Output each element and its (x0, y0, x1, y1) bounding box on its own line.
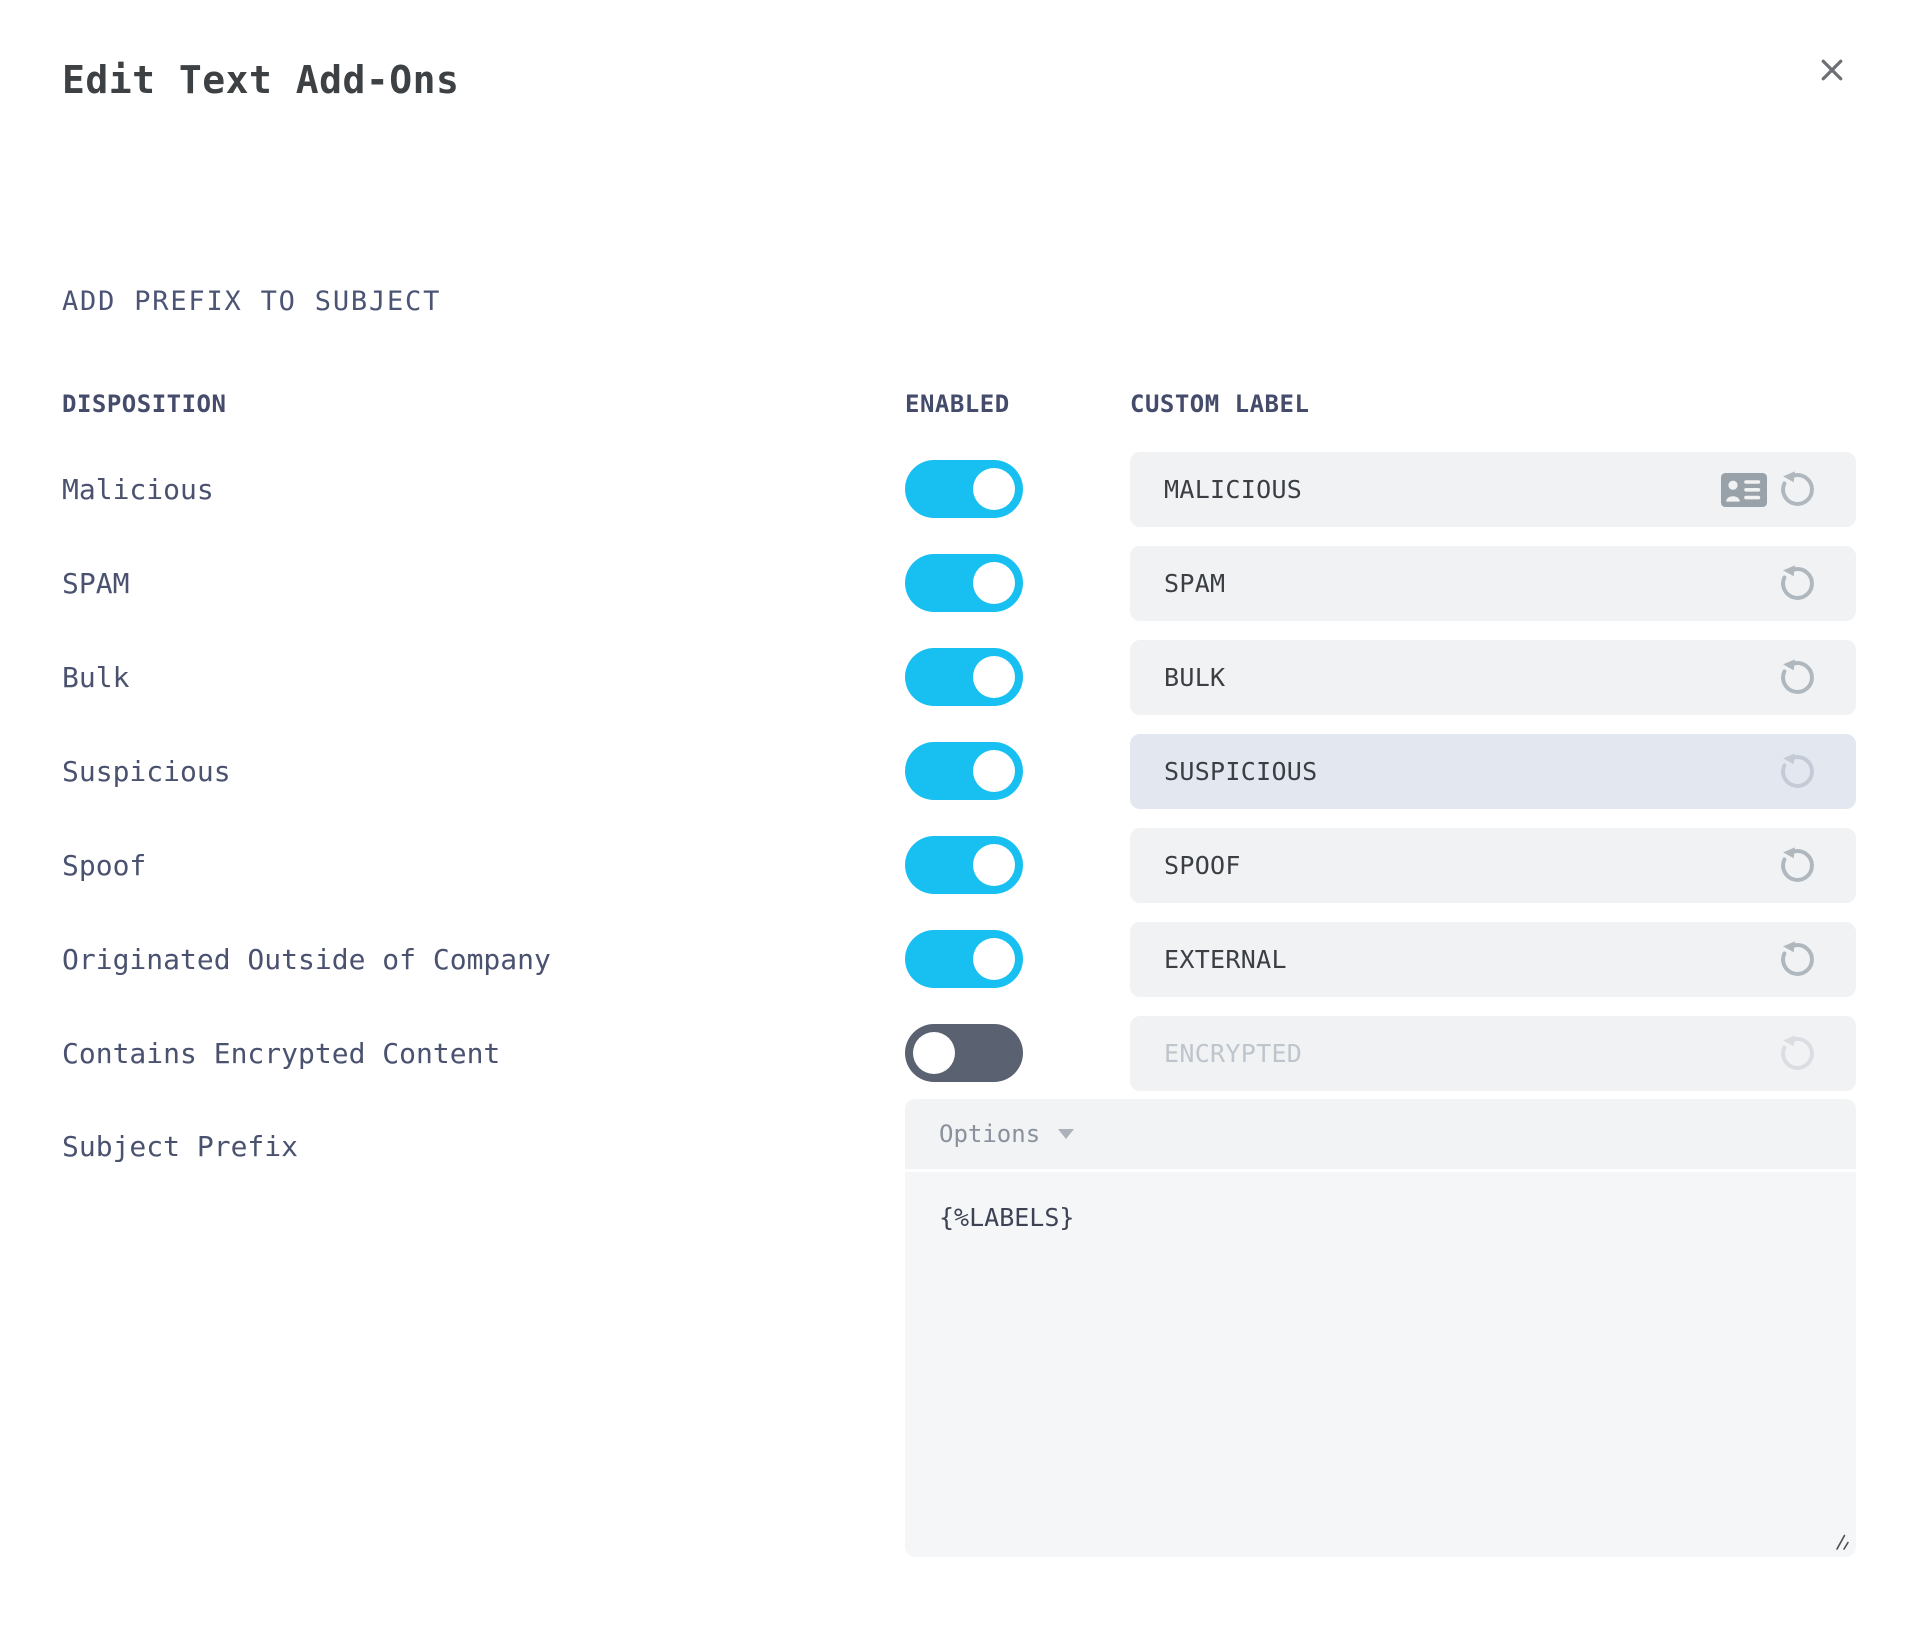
disposition-row: SPAM (62, 546, 1856, 621)
custom-label-field (1130, 546, 1856, 621)
toggle-knob (913, 1032, 955, 1074)
disposition-label: Suspicious (62, 755, 231, 788)
enabled-toggle[interactable] (905, 460, 1023, 518)
toggle-knob (973, 656, 1015, 698)
reset-icon[interactable] (1775, 843, 1820, 888)
contact-card-icon[interactable] (1721, 472, 1767, 507)
disposition-label: Contains Encrypted Content (62, 1037, 501, 1070)
dialog-title: Edit Text Add-Ons (62, 58, 460, 102)
close-icon (1821, 59, 1843, 81)
caret-down-icon (1058, 1129, 1075, 1139)
reset-icon[interactable] (1775, 937, 1820, 982)
disposition-row: Originated Outside of Company (62, 922, 1856, 997)
disposition-row: Suspicious (62, 734, 1856, 809)
toggle-knob (973, 938, 1015, 980)
table-header: DISPOSITION ENABLED CUSTOM LABEL (62, 390, 1856, 418)
enabled-toggle[interactable] (905, 836, 1023, 894)
section-heading: ADD PREFIX TO SUBJECT (62, 286, 442, 317)
toggle-knob (973, 750, 1015, 792)
column-header-custom-label: CUSTOM LABEL (1130, 390, 1310, 418)
prefix-table: DISPOSITION ENABLED CUSTOM LABEL Malicio… (62, 390, 1856, 1557)
custom-label-field (1130, 734, 1856, 809)
enabled-toggle[interactable] (905, 1024, 1023, 1082)
toggle-knob (973, 562, 1015, 604)
disposition-label: Originated Outside of Company (62, 943, 551, 976)
toggle-knob (973, 844, 1015, 886)
custom-label-field (1130, 452, 1856, 527)
disposition-rows: Malicious (62, 452, 1856, 1091)
column-header-disposition: DISPOSITION (62, 390, 227, 418)
custom-label-input[interactable] (1162, 662, 1775, 693)
disposition-row: Spoof (62, 828, 1856, 903)
disposition-label: Malicious (62, 473, 214, 506)
custom-label-input[interactable] (1162, 756, 1775, 787)
custom-label-field (1130, 1016, 1856, 1091)
resize-handle-icon[interactable] (1832, 1533, 1850, 1551)
reset-icon[interactable] (1775, 561, 1820, 606)
custom-label-field (1130, 640, 1856, 715)
subject-prefix-row: Subject Prefix Options {%LABELS} (62, 1099, 1856, 1557)
custom-label-input[interactable] (1162, 850, 1775, 881)
subject-prefix-label: Subject Prefix (62, 1130, 299, 1163)
reset-icon[interactable] (1775, 1031, 1820, 1076)
custom-label-field (1130, 828, 1856, 903)
toggle-knob (973, 468, 1015, 510)
close-button[interactable] (1814, 52, 1850, 88)
options-dropdown-label: Options (939, 1120, 1041, 1148)
disposition-row: Malicious (62, 452, 1856, 527)
enabled-toggle[interactable] (905, 648, 1023, 706)
custom-label-field (1130, 922, 1856, 997)
custom-label-input[interactable] (1162, 1038, 1775, 1069)
disposition-row: Bulk (62, 640, 1856, 715)
enabled-toggle[interactable] (905, 742, 1023, 800)
disposition-label: Bulk (62, 661, 130, 694)
enabled-toggle[interactable] (905, 554, 1023, 612)
reset-icon[interactable] (1775, 749, 1820, 794)
disposition-label: SPAM (62, 567, 130, 600)
disposition-row: Contains Encrypted Content (62, 1016, 1856, 1091)
enabled-toggle[interactable] (905, 930, 1023, 988)
custom-label-input[interactable] (1162, 944, 1775, 975)
subject-prefix-textarea[interactable]: {%LABELS} (905, 1172, 1856, 1557)
custom-label-input[interactable] (1162, 474, 1721, 505)
custom-label-input[interactable] (1162, 568, 1775, 599)
subject-prefix-editor: Options {%LABELS} (905, 1099, 1856, 1557)
reset-icon[interactable] (1775, 467, 1820, 512)
column-header-enabled: ENABLED (905, 390, 1010, 418)
options-dropdown[interactable]: Options (905, 1099, 1856, 1169)
disposition-label: Spoof (62, 849, 147, 882)
reset-icon[interactable] (1775, 655, 1820, 700)
